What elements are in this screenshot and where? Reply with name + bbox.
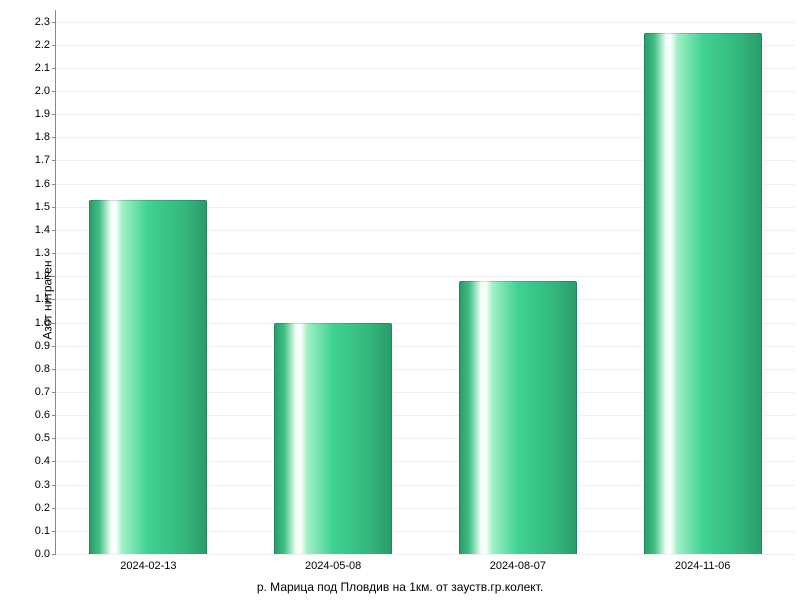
y-tick-label: 0.0 — [35, 548, 56, 560]
bar — [274, 323, 392, 554]
y-tick-label: 1.2 — [35, 270, 56, 282]
bar — [644, 33, 762, 554]
y-tick-label: 2.0 — [35, 85, 56, 97]
gridline — [56, 22, 795, 23]
y-tick-label: 1.0 — [35, 317, 56, 329]
y-tick-label: 0.4 — [35, 455, 56, 467]
y-tick-label: 1.8 — [35, 131, 56, 143]
y-tick-label: 2.3 — [35, 16, 56, 28]
bar — [459, 281, 577, 554]
bar — [89, 200, 207, 554]
x-tick-label: 2024-05-08 — [305, 554, 361, 572]
y-tick-label: 0.1 — [35, 525, 56, 537]
y-tick-label: 1.4 — [35, 224, 56, 236]
y-tick-label: 1.7 — [35, 154, 56, 166]
y-tick-label: 1.3 — [35, 247, 56, 259]
y-tick-label: 0.8 — [35, 363, 56, 375]
x-tick-label: 2024-02-13 — [120, 554, 176, 572]
y-tick-label: 0.6 — [35, 409, 56, 421]
y-tick-label: 2.1 — [35, 62, 56, 74]
y-tick-label: 1.1 — [35, 293, 56, 305]
y-tick-label: 2.2 — [35, 39, 56, 51]
y-tick-label: 1.5 — [35, 201, 56, 213]
y-tick-label: 0.7 — [35, 386, 56, 398]
y-tick-label: 0.3 — [35, 479, 56, 491]
plot-area: 0.00.10.20.30.40.50.60.70.80.91.01.11.21… — [55, 10, 795, 555]
chart-container: Азот нитратен р. Марица под Пловдив на 1… — [0, 0, 800, 600]
x-tick-label: 2024-08-07 — [490, 554, 546, 572]
x-axis-label: р. Марица под Пловдив на 1км. от зауств.… — [257, 580, 543, 594]
y-tick-label: 0.5 — [35, 432, 56, 444]
y-tick-label: 0.9 — [35, 340, 56, 352]
y-tick-label: 1.6 — [35, 178, 56, 190]
x-tick-label: 2024-11-06 — [675, 554, 730, 572]
y-tick-label: 1.9 — [35, 108, 56, 120]
y-tick-label: 0.2 — [35, 502, 56, 514]
